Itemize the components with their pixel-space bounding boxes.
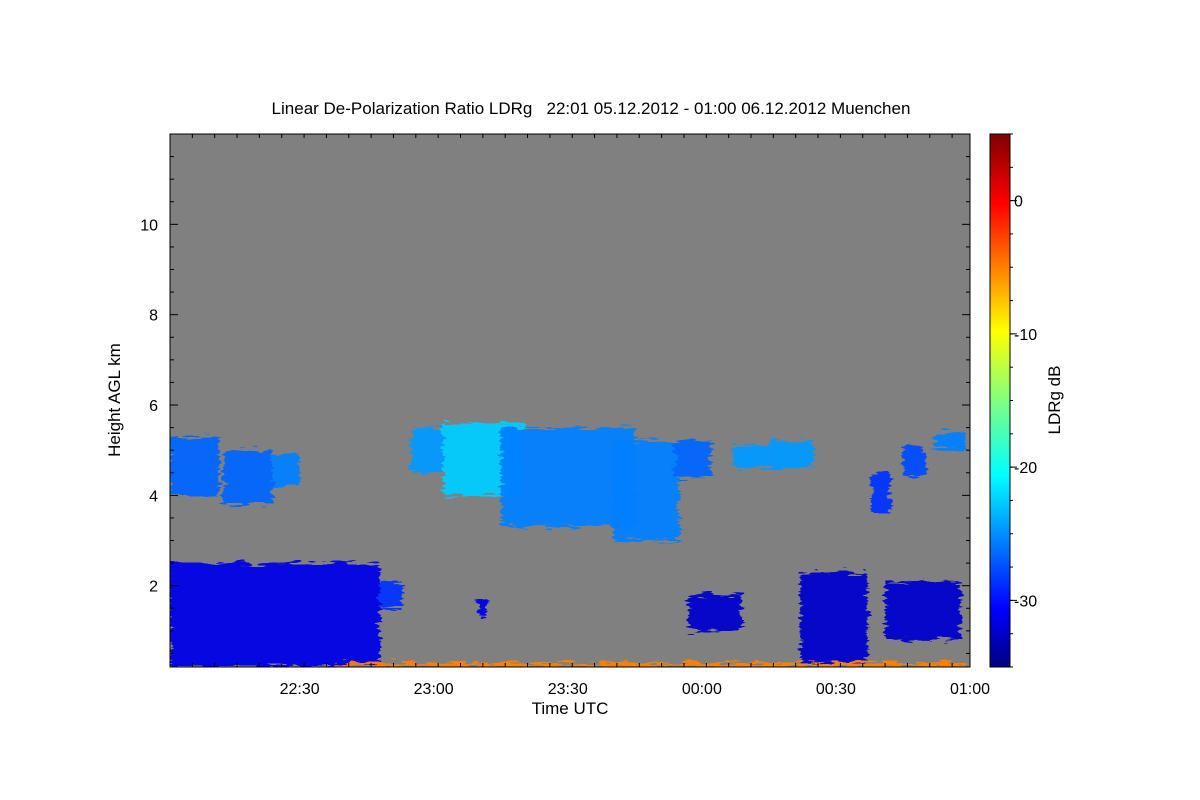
ldr-feature	[675, 441, 711, 478]
x-tick-label: 00:00	[682, 681, 722, 698]
x-tick-label: 00:30	[816, 681, 856, 698]
ldr-feature	[612, 441, 680, 541]
x-axis-label: Time UTC	[532, 699, 609, 718]
ldr-feature	[800, 572, 868, 663]
x-axis: 22:30 23:00 23:30 00:00 00:30 01:00	[169, 134, 990, 698]
ldr-feature	[272, 454, 300, 487]
x-tick-label: 23:00	[414, 681, 454, 698]
ldr-feature-layer	[170, 423, 966, 667]
y-tick-label: 8	[149, 308, 158, 325]
y-axis: 2 4 6 8 10	[140, 133, 970, 654]
colorbar-label: LDRg dB	[1045, 366, 1064, 435]
x-tick-label: 01:00	[950, 681, 990, 698]
ldr-feature	[688, 594, 742, 631]
x-tick-label: 22:30	[280, 681, 320, 698]
ldr-feature	[223, 450, 273, 505]
ldr-feature	[411, 427, 443, 473]
colorbar-tick-label: -30	[1014, 593, 1037, 610]
ldr-feature	[871, 472, 890, 514]
ldr-feature	[335, 662, 966, 667]
plot-frame	[169, 133, 971, 668]
y-tick-label: 2	[149, 579, 158, 596]
x-tick-label: 23:30	[548, 681, 588, 698]
ldr-feature	[170, 563, 381, 667]
colorbar-tick-label: -10	[1014, 327, 1037, 344]
ldr-feature	[380, 581, 403, 609]
ldr-feature	[903, 445, 926, 478]
y-tick-label: 4	[149, 488, 158, 505]
ldr-feature	[170, 436, 220, 496]
y-tick-label: 6	[149, 398, 158, 415]
ldr-feature	[768, 441, 814, 469]
y-tick-label: 10	[140, 217, 158, 234]
y-axis-label: Height AGL km	[105, 343, 124, 457]
colorbar-tick-label: 0	[1014, 194, 1023, 211]
colorbar-ticks: 0 -10 -20 -30	[1010, 133, 1037, 668]
ldr-feature	[885, 581, 962, 640]
ldr-feature	[500, 427, 635, 527]
ldr-feature	[478, 599, 488, 618]
colorbar	[989, 133, 1011, 668]
colorbar-tick-label: -20	[1014, 460, 1037, 477]
chart-title: Linear De-Polarization Ratio LDRg 22:01 …	[272, 99, 911, 118]
ldr-feature	[733, 445, 769, 469]
ldr-feature	[934, 432, 966, 451]
